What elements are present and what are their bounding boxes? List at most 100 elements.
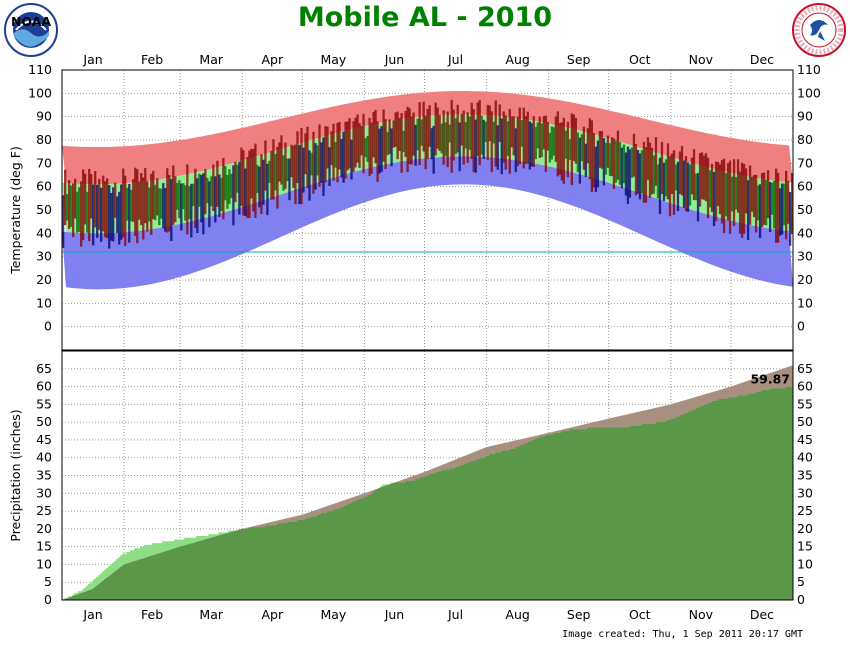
observed-day-bar	[184, 185, 187, 221]
observed-day-bar	[644, 147, 648, 203]
record-high-band	[62, 91, 793, 185]
observed-day-bar	[426, 108, 429, 160]
observed-day-bar	[280, 135, 283, 185]
observed-day-bar	[114, 182, 117, 218]
observed-day-bar	[276, 146, 279, 209]
observed-day-bar	[692, 149, 696, 201]
temp-ytick-label-left: 30	[36, 249, 52, 264]
observed-day-bar	[562, 117, 565, 184]
observed-day-bar	[358, 123, 361, 168]
observed-day-bar	[448, 124, 451, 143]
observed-day-bar	[564, 130, 567, 159]
observed-day-bar	[638, 153, 642, 200]
observed-day-bar	[462, 110, 465, 165]
image-created-footer: Image created: Thu, 1 Sep 2011 20:17 GMT	[562, 629, 803, 640]
observed-day-bar	[84, 173, 87, 225]
precip-ytick-label-left: 10	[36, 556, 52, 571]
observed-daily-bars	[62, 99, 793, 249]
precip-ytick-label-left: 25	[36, 503, 52, 518]
observed-day-bar	[596, 140, 600, 188]
observed-day-bar	[374, 109, 377, 164]
observed-day-bar	[542, 116, 545, 150]
observed-day-bar	[414, 124, 417, 166]
observed-day-bar	[662, 162, 666, 202]
observed-day-bar	[600, 131, 604, 169]
observed-day-bar	[88, 168, 91, 242]
observed-day-bar	[636, 149, 640, 194]
observed-day-bar	[452, 109, 455, 161]
temp-ytick-label-left: 90	[36, 109, 52, 124]
observed-day-bar	[180, 183, 183, 231]
observed-day-bar	[110, 192, 113, 241]
precip-ytick-label-right: 20	[797, 521, 813, 536]
observed-day-bar	[466, 112, 469, 163]
observed-day-bar	[158, 188, 161, 226]
observed-day-bar	[236, 164, 239, 193]
observed-day-bar	[584, 143, 588, 177]
observed-day-bar	[326, 126, 329, 169]
observed-day-bar	[784, 170, 788, 240]
observed-day-bar	[216, 160, 219, 207]
observed-day-bar	[706, 157, 710, 219]
observed-day-bar	[392, 120, 395, 148]
temp-ytick-label-right: 110	[797, 62, 821, 77]
observed-day-bar	[142, 177, 145, 240]
observed-day-bar	[132, 179, 135, 222]
noaa-logo: NOAA	[4, 3, 58, 57]
observed-day-bar	[176, 182, 179, 210]
observed-day-bar	[770, 182, 774, 215]
observed-day-bar	[586, 128, 590, 164]
observed-day-bar	[164, 188, 167, 232]
observed-day-bar	[378, 128, 381, 174]
temp-ytick-label-right: 40	[797, 225, 813, 240]
noaa-logo-text: NOAA	[11, 14, 51, 29]
observed-day-bar	[688, 164, 692, 206]
observed-day-bar	[334, 142, 337, 168]
observed-day-bar	[90, 174, 93, 219]
observed-day-bar	[186, 164, 189, 235]
observed-day-bar	[484, 121, 487, 143]
observed-day-bar	[550, 126, 553, 160]
month-label-bottom: Sep	[567, 607, 591, 622]
observed-day-bar	[372, 111, 375, 158]
month-label-bottom: Jul	[447, 607, 463, 622]
observed-day-bar	[74, 178, 77, 219]
observed-day-bar	[342, 131, 345, 183]
observed-day-bar	[260, 154, 263, 214]
observed-day-bar	[714, 161, 718, 222]
observed-day-bar	[670, 153, 674, 195]
observed-day-bar	[112, 187, 115, 242]
observed-day-bar	[252, 149, 255, 212]
temp-ytick-label-left: 80	[36, 132, 52, 147]
observed-day-bar	[166, 168, 169, 233]
observed-day-bar	[300, 127, 303, 205]
observed-day-bar	[440, 123, 443, 154]
observed-day-bar	[298, 145, 301, 205]
observed-day-bar	[226, 174, 229, 209]
observed-day-bar	[480, 115, 483, 155]
temp-ytick-label-right: 0	[797, 319, 805, 334]
observed-day-bar	[438, 114, 441, 151]
observed-day-bar	[384, 119, 387, 170]
temp-ytick-label-right: 100	[797, 85, 821, 100]
observed-day-bar	[576, 132, 580, 173]
observed-day-bar	[152, 170, 155, 220]
observed-day-bar	[258, 166, 261, 208]
observed-day-bar	[354, 117, 357, 168]
observed-day-bar	[450, 99, 453, 173]
observed-day-bar	[642, 141, 646, 203]
observed-day-bar	[604, 142, 608, 175]
observed-day-bar	[578, 137, 582, 184]
observed-day-bar	[338, 121, 341, 170]
observed-day-bar	[780, 183, 784, 235]
precip-ytick-label-left: 55	[36, 396, 52, 411]
observed-day-bar	[708, 170, 712, 208]
observed-day-bar	[204, 168, 207, 215]
observed-day-bar	[618, 141, 622, 185]
observed-day-bar	[754, 174, 758, 233]
month-label-bottom: May	[320, 607, 346, 622]
observed-day-bar	[774, 168, 778, 243]
observed-day-bar	[722, 158, 726, 234]
observed-day-bar	[680, 146, 684, 196]
temp-ytick-label-left: 110	[28, 62, 52, 77]
